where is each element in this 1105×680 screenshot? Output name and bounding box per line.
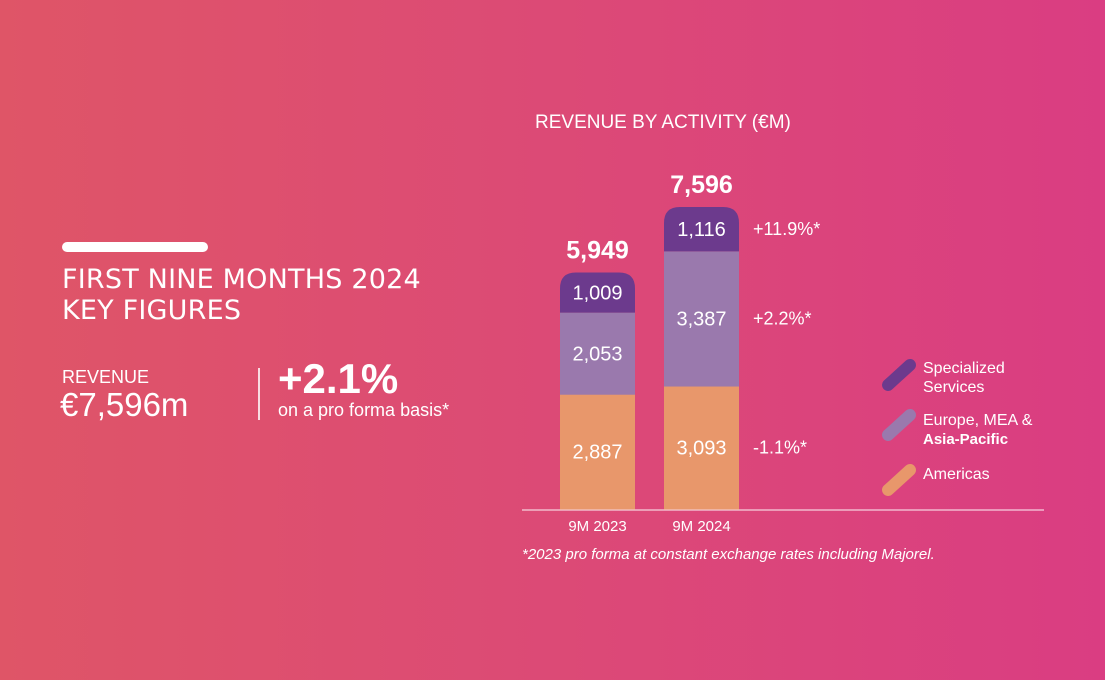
bar-segment — [664, 251, 739, 387]
data-label: 3,093 — [676, 438, 726, 460]
data-label: 1,009 — [572, 283, 622, 305]
data-label: 2,887 — [572, 442, 622, 464]
bar-segment — [560, 312, 635, 395]
legend-label: Europe, MEA & — [923, 412, 1033, 429]
bar-segment — [664, 207, 739, 252]
footnote: *2023 pro forma at constant exchange rat… — [522, 546, 935, 563]
data-label: 2,053 — [572, 343, 622, 365]
decorative-bar — [62, 242, 208, 252]
bar-segment — [664, 386, 739, 510]
legend-label: Asia-Pacific — [923, 431, 1009, 448]
revenue-value: €7,596m — [60, 386, 189, 423]
legend-swatch — [882, 409, 916, 441]
legend-swatch — [882, 464, 916, 496]
bar-segment — [560, 272, 635, 313]
revenue-label: REVENUE — [62, 367, 150, 387]
chart-title: REVENUE BY ACTIVITY (€M) — [535, 112, 791, 133]
growth-note: on a pro forma basis* — [278, 400, 450, 420]
legend-label: Americas — [923, 466, 990, 483]
legend-label: Services — [923, 379, 985, 396]
growth-label: -1.1%* — [753, 438, 807, 458]
x-tick-label: 9M 2023 — [568, 518, 626, 535]
growth-value: +2.1% — [278, 355, 399, 402]
bar-segment — [560, 394, 635, 510]
growth-label: +11.9%* — [753, 219, 820, 239]
data-label: 3,387 — [676, 309, 726, 331]
legend-swatch — [882, 359, 916, 391]
total-label: 7,596 — [670, 171, 733, 199]
title-line-2: KEY FIGURES — [62, 295, 242, 326]
growth-label: +2.2%* — [753, 309, 812, 329]
divider — [258, 368, 260, 420]
legend-item-specialized-services: Specialized Services — [923, 359, 1005, 397]
legend-item-americas: Americas — [923, 465, 990, 484]
page-title: FIRST NINE MONTHS 2024 KEY FIGURES — [62, 264, 421, 326]
total-label: 5,949 — [566, 236, 629, 264]
legend-label: Specialized — [923, 360, 1005, 377]
legend-item-europe-mea-apac: Europe, MEA & Asia-Pacific — [923, 411, 1032, 449]
data-label: 1,116 — [677, 219, 726, 241]
x-tick-label: 9M 2024 — [672, 518, 730, 535]
title-line-1: FIRST NINE MONTHS 2024 — [62, 264, 421, 295]
